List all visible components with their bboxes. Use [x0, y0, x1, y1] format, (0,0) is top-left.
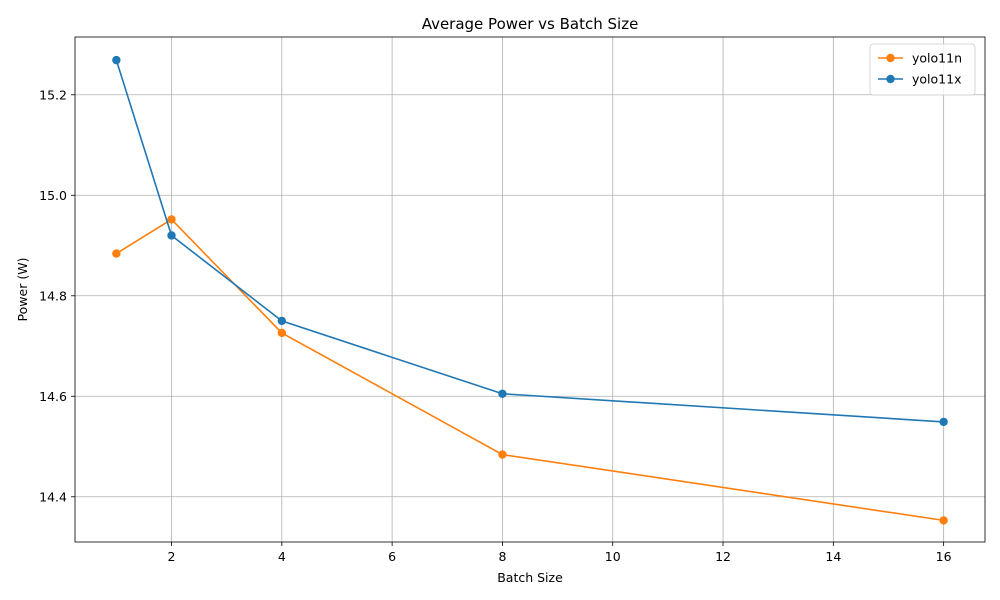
y-tick-label: 14.4: [39, 489, 67, 504]
legend-marker-yolo11n: [886, 53, 895, 63]
data-point-yolo11n: [498, 450, 507, 459]
series-group: [112, 55, 948, 525]
x-axis-ticks: 2 4 6 8 10 12 14 16: [168, 542, 952, 564]
x-tick-label: 6: [388, 549, 396, 564]
series-line-yolo11x: [115, 59, 944, 423]
y-axis-ticks: 14.4 14.6 14.8 15.0 15.2: [39, 87, 75, 504]
legend-marker-yolo11x: [886, 74, 895, 84]
legend-box: [869, 43, 976, 96]
y-tick-label: 14.8: [39, 288, 67, 303]
data-point-yolo11x: [112, 55, 121, 65]
y-axis-label: Power (W): [15, 258, 30, 322]
data-point-yolo11x: [277, 316, 287, 326]
data-point-yolo11n: [112, 249, 121, 258]
data-point-yolo11x: [939, 417, 948, 427]
x-tick-label: 12: [715, 549, 731, 564]
series-yolo11x: [112, 55, 948, 427]
legend-item-yolo11n: yolo11n: [878, 51, 962, 66]
series-yolo11n: [112, 215, 948, 525]
x-tick-label: 8: [498, 549, 506, 564]
plot-frame: [74, 36, 986, 543]
series-line-yolo11n: [115, 218, 944, 522]
x-tick-label: 16: [936, 549, 952, 564]
x-axis-label: Batch Size: [497, 570, 563, 585]
legend: yolo11n yolo11x: [869, 43, 976, 96]
data-point-yolo11x: [167, 231, 176, 240]
x-tick-label: 2: [168, 549, 176, 564]
data-point-yolo11n: [167, 215, 176, 224]
data-point-yolo11x: [498, 389, 507, 398]
chart-title: Average Power vs Batch Size: [422, 15, 639, 33]
x-tick-label: 14: [825, 549, 841, 564]
grid: [75, 37, 985, 542]
data-point-yolo11n: [939, 516, 948, 525]
legend-label-yolo11n: yolo11n: [912, 51, 962, 66]
y-tick-label: 15.0: [39, 188, 67, 203]
data-point-yolo11n: [277, 328, 287, 338]
legend-item-yolo11x: yolo11x: [878, 72, 961, 87]
x-tick-label: 4: [278, 549, 286, 564]
y-tick-label: 14.6: [39, 389, 67, 404]
y-tick-label: 15.2: [39, 87, 67, 102]
x-tick-label: 10: [605, 549, 621, 564]
legend-label-yolo11x: yolo11x: [912, 72, 961, 87]
